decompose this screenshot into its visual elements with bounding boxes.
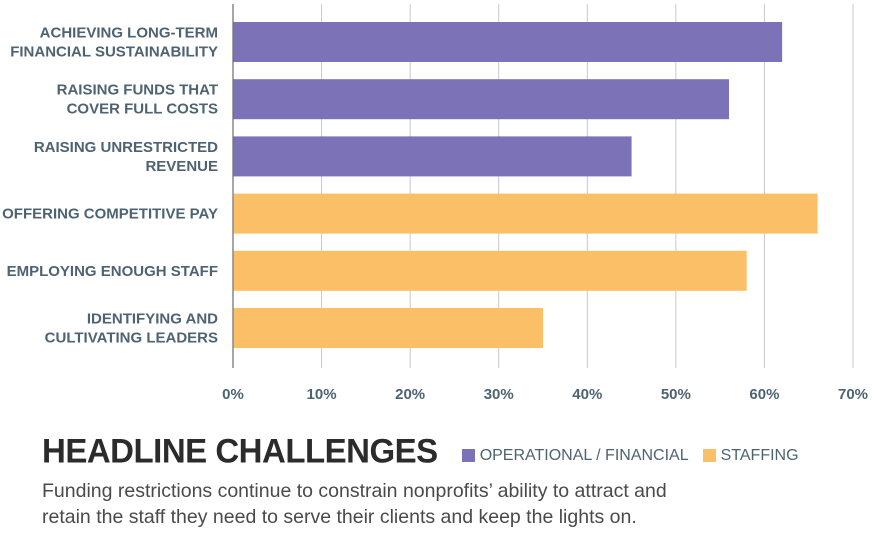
bar <box>233 308 543 348</box>
legend-label-operational: OPERATIONAL / FINANCIAL <box>479 446 689 464</box>
category-label-line: IDENTIFYING AND <box>87 311 218 328</box>
legend-item-operational: OPERATIONAL / FINANCIAL <box>461 446 689 465</box>
category-label-line: EMPLOYING ENOUGH STAFF <box>7 263 218 280</box>
bar <box>233 22 783 62</box>
category-label-line: RAISING UNRESTRICTED <box>34 139 218 156</box>
x-tick-label: 60% <box>749 386 779 403</box>
legend-item-staffing: STAFFING <box>702 446 799 465</box>
category-label-line: ACHIEVING LONG-TERM <box>40 25 218 42</box>
legend-label-staffing: STAFFING <box>720 446 799 464</box>
x-tick-label: 40% <box>572 386 602 403</box>
description-line-2: retain the staff they need to serve thei… <box>42 506 637 528</box>
bar <box>233 136 632 177</box>
category-label: EMPLOYING ENOUGH STAFF <box>7 263 218 280</box>
legend: OPERATIONAL / FINANCIAL STAFFING <box>461 446 813 465</box>
category-label: RAISING FUNDS THAT COVER FULL COSTS <box>57 82 218 118</box>
chart-title: HEADLINE CHALLENGES <box>42 431 438 470</box>
x-tick-label: 30% <box>484 386 514 403</box>
bar <box>233 79 729 120</box>
category-label: IDENTIFYING AND CULTIVATING LEADERS <box>45 311 218 347</box>
legend-swatch-staffing <box>702 449 716 462</box>
legend-swatch-operational <box>461 449 475 462</box>
bar <box>233 193 818 234</box>
bar <box>233 250 747 291</box>
description-line-1: Funding restrictions continue to constra… <box>42 480 667 502</box>
category-label: RAISING UNRESTRICTED REVENUE <box>34 139 218 175</box>
x-tick-label: 20% <box>395 386 425 403</box>
category-label-line: COVER FULL COSTS <box>67 101 218 118</box>
category-label-line: REVENUE <box>145 158 218 175</box>
x-tick-label: 50% <box>661 386 691 403</box>
chart-footer: HEADLINE CHALLENGES OPERATIONAL / FINANC… <box>42 431 862 530</box>
chart-description: Funding restrictions continue to constra… <box>42 478 862 530</box>
category-label-line: RAISING FUNDS THAT <box>57 82 218 99</box>
title-row: HEADLINE CHALLENGES OPERATIONAL / FINANC… <box>42 431 862 470</box>
x-tick-label: 0% <box>222 386 244 403</box>
category-label-line: FINANCIAL SUSTAINABILITY <box>10 44 218 61</box>
category-label: OFFERING COMPETITIVE PAY <box>2 206 218 223</box>
x-tick-label: 10% <box>307 386 337 403</box>
category-label: ACHIEVING LONG-TERM FINANCIAL SUSTAINABIL… <box>10 25 218 61</box>
bar-chart: 0% 10% 20% 30% 40% 50% 60% 70% ACHIEVING LONG-TE… <box>2 4 868 403</box>
category-label-line: OFFERING COMPETITIVE PAY <box>2 206 218 223</box>
x-tick-label: 70% <box>838 386 868 403</box>
category-label-line: CULTIVATING LEADERS <box>45 330 218 347</box>
